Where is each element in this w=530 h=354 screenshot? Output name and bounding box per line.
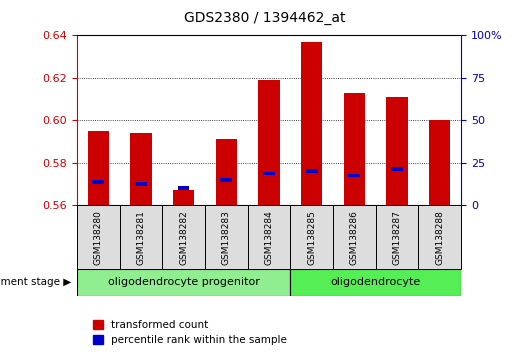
Bar	[92, 180, 104, 184]
Bar	[178, 187, 189, 190]
Bar	[376, 205, 418, 269]
Bar	[77, 269, 290, 296]
Bar	[301, 42, 322, 205]
Bar	[343, 93, 365, 205]
Text: oligodendrocyte progenitor: oligodendrocyte progenitor	[108, 277, 260, 287]
Bar	[391, 167, 403, 171]
Bar	[248, 205, 290, 269]
Bar	[333, 205, 376, 269]
Text: GDS2380 / 1394462_at: GDS2380 / 1394462_at	[184, 11, 346, 25]
Bar	[220, 178, 232, 182]
Text: GSM138287: GSM138287	[393, 210, 402, 265]
Bar	[173, 190, 195, 205]
Text: GSM138283: GSM138283	[222, 210, 231, 265]
Bar	[216, 139, 237, 205]
Text: GSM138281: GSM138281	[136, 210, 145, 265]
Bar	[290, 269, 461, 296]
Text: GSM138284: GSM138284	[264, 210, 273, 264]
Bar	[306, 170, 317, 173]
Bar	[120, 205, 162, 269]
Bar	[258, 80, 280, 205]
Bar	[205, 205, 248, 269]
Text: GSM138285: GSM138285	[307, 210, 316, 265]
Text: oligodendrocyte: oligodendrocyte	[331, 277, 421, 287]
Bar	[290, 205, 333, 269]
Text: GSM138282: GSM138282	[179, 210, 188, 264]
Bar	[135, 182, 147, 186]
Bar	[162, 205, 205, 269]
Bar	[87, 131, 109, 205]
Bar	[130, 133, 152, 205]
Legend: transformed count, percentile rank within the sample: transformed count, percentile rank withi…	[93, 320, 287, 345]
Bar	[77, 205, 120, 269]
Text: development stage ▶: development stage ▶	[0, 277, 72, 287]
Bar	[429, 120, 450, 205]
Bar	[263, 172, 275, 175]
Bar	[418, 205, 461, 269]
Bar	[349, 174, 360, 177]
Text: GSM138288: GSM138288	[435, 210, 444, 265]
Text: GSM138286: GSM138286	[350, 210, 359, 265]
Text: GSM138280: GSM138280	[94, 210, 103, 265]
Bar	[386, 97, 408, 205]
